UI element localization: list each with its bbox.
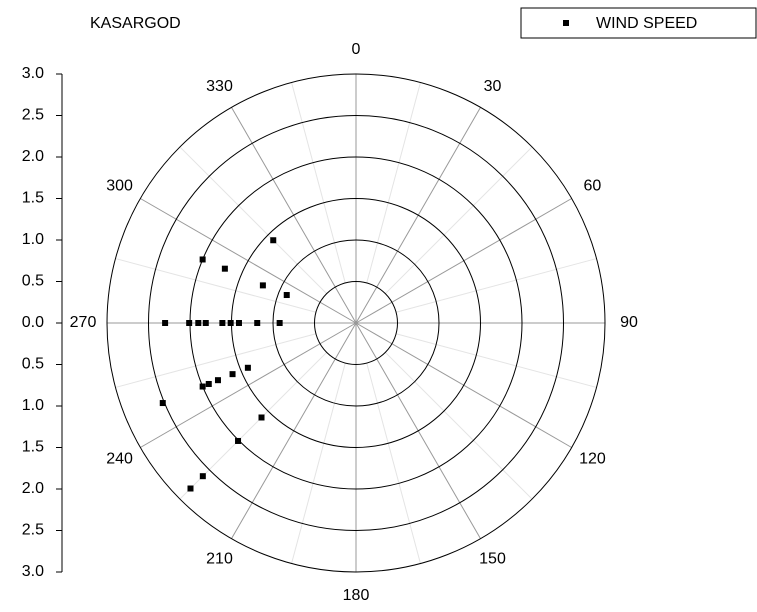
r-tick-label: 2.5: [22, 107, 44, 124]
angle-label: 270: [70, 314, 97, 331]
data-point: [159, 400, 166, 407]
data-point: [227, 320, 234, 326]
angle-label: 90: [620, 314, 638, 331]
data-point: [199, 383, 206, 390]
ring-grid-line: [106, 73, 606, 573]
legend-marker: [563, 20, 569, 26]
minor-grid-line: [384, 146, 533, 295]
angle-label: 150: [479, 551, 506, 568]
data-point: [276, 320, 283, 326]
r-tick-label: 0.5: [22, 273, 44, 290]
chart-title: KASARGOD: [90, 15, 181, 32]
angle-label: 180: [343, 587, 370, 604]
data-point: [195, 320, 202, 326]
data-point: [199, 473, 206, 480]
r-tick-label: 3.0: [22, 563, 44, 580]
ring-grid-line: [314, 281, 398, 365]
minor-grid-line: [115, 258, 317, 313]
data-point: [259, 282, 266, 289]
data-point: [221, 265, 228, 272]
data-point: [258, 414, 265, 421]
angle-label: 240: [106, 451, 133, 468]
data-point: [202, 320, 209, 326]
ring-grid-line: [148, 115, 564, 531]
minor-grid-line: [366, 82, 421, 284]
data-point: [235, 320, 242, 326]
data-point: [186, 320, 193, 326]
minor-grid-line: [179, 146, 328, 295]
r-tick-label: 1.5: [22, 439, 44, 456]
r-tick-label: 2.0: [22, 148, 44, 165]
minor-grid-line: [115, 333, 317, 388]
data-point: [254, 320, 261, 326]
data-point: [162, 320, 169, 326]
data-point: [219, 320, 226, 326]
data-point: [214, 377, 221, 384]
angle-label: 120: [579, 451, 606, 468]
data-point: [244, 364, 251, 371]
angle-label: 60: [584, 178, 602, 195]
angle-label: 330: [206, 78, 233, 95]
minor-grid-line: [384, 351, 533, 500]
r-tick-label: 2.0: [22, 480, 44, 497]
angle-label: 0: [352, 41, 361, 58]
legend-label: WIND SPEED: [596, 15, 697, 32]
angle-label: 300: [106, 178, 133, 195]
data-point: [283, 292, 290, 299]
data-point: [270, 237, 277, 244]
ring-grid-line: [272, 239, 440, 407]
data-point: [235, 437, 242, 444]
angle-label: 30: [484, 78, 502, 95]
data-point: [205, 380, 212, 387]
data-point: [199, 256, 206, 263]
r-tick-label: 0.0: [22, 314, 44, 331]
r-tick-label: 1.0: [22, 231, 44, 248]
legend-box: [520, 7, 757, 39]
minor-grid-line: [366, 362, 421, 564]
minor-grid-line: [291, 82, 346, 284]
data-point: [187, 485, 194, 492]
minor-grid-line: [291, 362, 346, 564]
angle-label: 210: [206, 551, 233, 568]
r-tick-label: 2.5: [22, 522, 44, 539]
r-tick-label: 3.0: [22, 65, 44, 82]
minor-grid-line: [395, 333, 597, 388]
data-point: [229, 371, 236, 378]
r-tick-label: 0.5: [22, 356, 44, 373]
minor-grid-line: [395, 258, 597, 313]
r-tick-label: 1.0: [22, 397, 44, 414]
r-tick-label: 1.5: [22, 190, 44, 207]
